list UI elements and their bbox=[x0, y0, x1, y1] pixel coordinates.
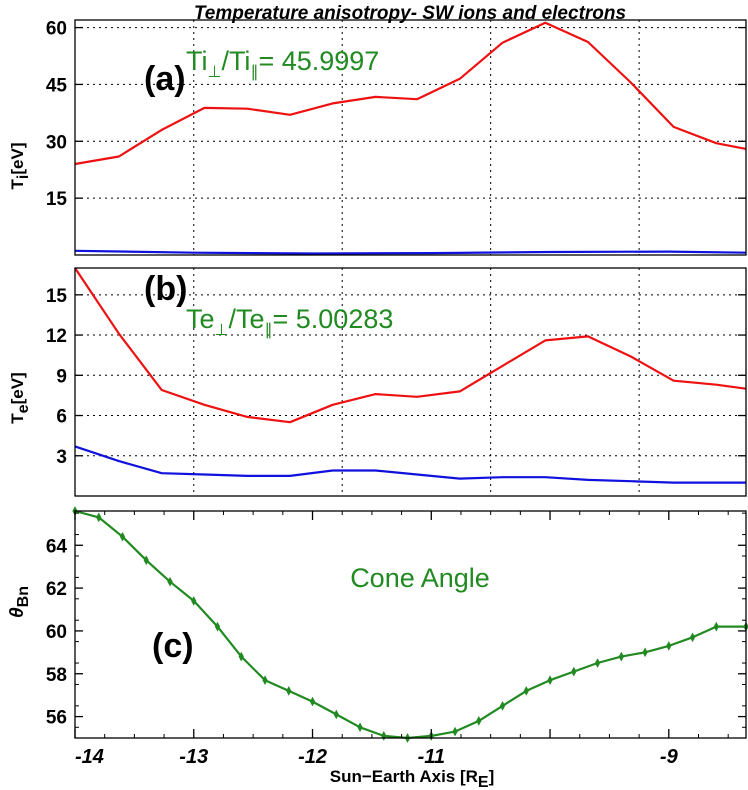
cone-angle-point bbox=[642, 647, 648, 658]
panel-c-y-ticks: 56 58 60 62 64 bbox=[46, 512, 746, 729]
panel-a-y-tick-label: 45 bbox=[46, 75, 68, 96]
panel-b-y-tick-label: 9 bbox=[56, 366, 67, 387]
x-tick-label: -12 bbox=[298, 746, 327, 768]
panel-c-x-ticks: -14 -13 -12 -11 -9 bbox=[74, 511, 729, 768]
ratio-b-text-1: Te bbox=[186, 304, 215, 334]
panel-a-y-tick-label: 15 bbox=[46, 189, 68, 210]
panel-a-label: (a) bbox=[144, 60, 186, 98]
panel-a-y-axis-label: Ti[eV] bbox=[8, 143, 32, 190]
panel-c-label: (c) bbox=[152, 627, 194, 665]
panel-a-y-ticks: 15 30 45 60 bbox=[46, 19, 746, 210]
ratio-b-value: = 5.00283 bbox=[273, 304, 394, 334]
ratio-b-text-2: /Te bbox=[228, 304, 264, 334]
panel-a-ylabel-sub: i bbox=[15, 175, 32, 179]
cone-angle-point bbox=[214, 621, 221, 632]
cone-angle-point bbox=[191, 596, 197, 606]
panel-b-y-ticks: 3 6 9 12 15 bbox=[46, 286, 746, 468]
cone-angle-point bbox=[357, 722, 363, 733]
panel-b-series-perp-line bbox=[74, 267, 747, 424]
panel-c-y-tick-label: 62 bbox=[46, 579, 67, 600]
panel-c-series-cone-line bbox=[74, 509, 746, 740]
panel-a-ylabel-unit: [eV] bbox=[8, 143, 27, 175]
cone-angle-point bbox=[666, 641, 672, 651]
panel-b-series-par-line bbox=[74, 445, 746, 484]
panel-c-y-tick-label: 56 bbox=[46, 708, 67, 729]
panel-b-ratio-annotation: Te⊥/Te∥= 5.00283 bbox=[186, 304, 393, 339]
panel-c-series bbox=[72, 506, 748, 743]
panel-b-y-axis-label: Te[eV] bbox=[8, 372, 32, 423]
panel-b-y-tick-label: 15 bbox=[46, 286, 68, 307]
panel-c-y-tick-label: 58 bbox=[46, 665, 67, 686]
cone-angle-point bbox=[143, 555, 149, 566]
ratio-a-text-2: /Ti bbox=[221, 46, 250, 76]
panel-a-ylabel-main: T bbox=[8, 178, 27, 189]
panel-b-ylabel-unit: [eV] bbox=[8, 372, 27, 404]
ratio-a-value: = 45.9997 bbox=[258, 46, 379, 76]
cone-angle-point bbox=[96, 512, 102, 523]
panel-a-y-tick-label: 60 bbox=[46, 19, 67, 40]
cone-angle-point bbox=[381, 731, 387, 741]
cone-angle-point bbox=[689, 632, 696, 643]
panel-a-series bbox=[74, 21, 747, 255]
panel-b-grid bbox=[75, 268, 746, 496]
cone-angle-point bbox=[238, 651, 244, 662]
panel-b-y-tick-label: 6 bbox=[56, 407, 67, 428]
cone-angle-point bbox=[499, 701, 506, 711]
panel-b-ylabel-main: T bbox=[8, 413, 27, 424]
panel-b-y-tick-label: 12 bbox=[46, 326, 67, 347]
panel-b-y-tick-label: 3 bbox=[56, 447, 67, 468]
cone-angle-point bbox=[452, 726, 458, 737]
ratio-a-perp-symbol: ⊥ bbox=[208, 64, 222, 81]
x-tick-label: -13 bbox=[179, 746, 208, 768]
cone-angle-point bbox=[119, 531, 126, 542]
panel-b-frame bbox=[74, 267, 747, 497]
cone-angle-point bbox=[547, 675, 553, 686]
x-axis-label-sub: E bbox=[478, 774, 489, 790]
panel-a-ratio-annotation: Ti⊥/Ti∥= 45.9997 bbox=[186, 46, 379, 81]
panel-a-y-tick-label: 30 bbox=[46, 132, 67, 153]
cone-angle-point bbox=[571, 666, 577, 677]
panel-b-ylabel-sub: e bbox=[15, 404, 32, 413]
panel-b-series bbox=[74, 267, 747, 484]
cone-angle-annotation: Cone Angle bbox=[350, 563, 490, 593]
ratio-a-par-symbol: ∥ bbox=[250, 64, 258, 81]
ratio-a-text-1: Ti bbox=[186, 46, 208, 76]
cone-angle-point bbox=[262, 675, 268, 686]
ratio-b-perp-symbol: ⊥ bbox=[215, 322, 229, 339]
panel-c-y-tick-label: 64 bbox=[46, 536, 68, 557]
panel-c-ylabel-sub: Bn bbox=[15, 586, 32, 607]
cone-angle-point bbox=[476, 716, 482, 726]
panel-a-series-perp-line bbox=[74, 21, 747, 166]
ratio-b-par-symbol: ∥ bbox=[265, 322, 273, 339]
cone-angle-point bbox=[523, 686, 529, 696]
cone-angle-point bbox=[167, 576, 173, 587]
cone-angle-point bbox=[286, 686, 292, 696]
x-tick-label: -11 bbox=[418, 746, 445, 768]
panel-a-series-par-line bbox=[74, 249, 747, 255]
cone-angle-point bbox=[309, 696, 316, 707]
panel-c-ylabel-theta: θ bbox=[7, 607, 28, 618]
panel-a-frame bbox=[74, 19, 747, 256]
figure-title: Temperature anisotropy- SW ions and elec… bbox=[194, 3, 626, 24]
x-axis-label: Sun−Earth Axis [RE] bbox=[330, 767, 495, 790]
cone-angle-point bbox=[333, 709, 339, 720]
cone-angle-point bbox=[618, 651, 624, 662]
panel-a-grid bbox=[75, 20, 746, 255]
panel-c-y-tick-label: 60 bbox=[46, 622, 67, 643]
x-axis-label-main: Sun−Earth Axis [R bbox=[330, 767, 478, 786]
panel-c-y-axis-label: θBn bbox=[7, 586, 32, 618]
x-tick-label: -14 bbox=[75, 746, 104, 768]
x-tick-label: -9 bbox=[660, 746, 679, 768]
panel-b-label: (b) bbox=[144, 270, 187, 308]
x-axis-label-end: ] bbox=[489, 767, 495, 786]
cone-angle-point bbox=[713, 621, 719, 632]
cone-angle-point bbox=[594, 658, 601, 668]
panel-c-frame bbox=[74, 510, 747, 739]
panel-c: 56 58 60 62 64 -14 -13 -12 -11 -9 (c) Cone Angle… bbox=[7, 506, 748, 768]
